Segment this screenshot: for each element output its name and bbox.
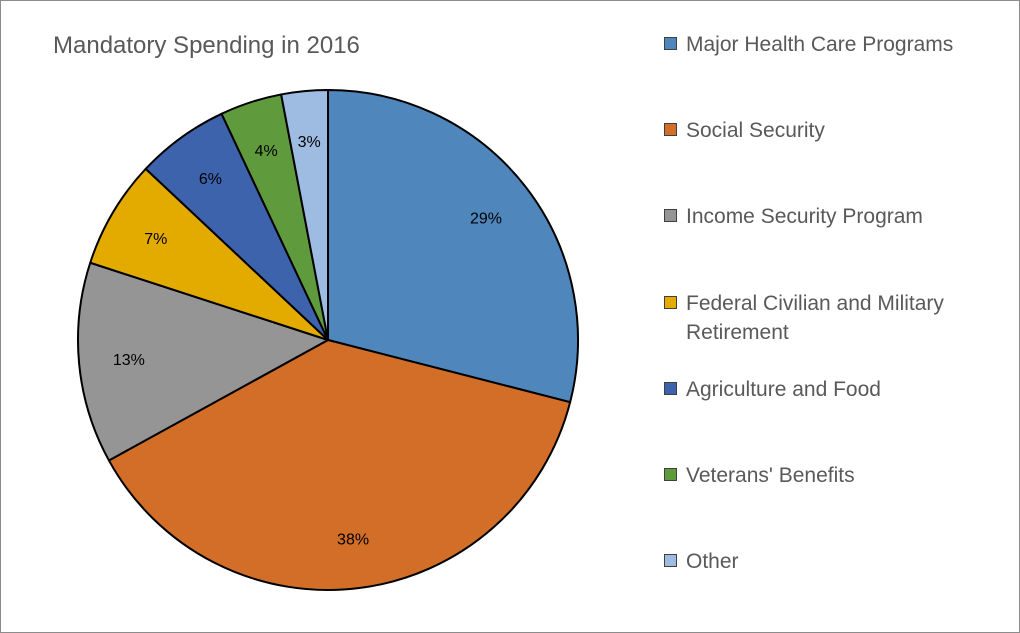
legend-label: Federal Civilian and Military Retirement	[686, 292, 944, 344]
legend-swatch	[664, 209, 677, 222]
slice-data-label: 38%	[337, 531, 369, 548]
slice-data-label: 3%	[298, 134, 321, 151]
legend-item: Federal Civilian and Military Retirement	[664, 289, 1004, 347]
pie-slice-0	[327, 89, 579, 404]
legend-label: Other	[686, 550, 739, 573]
pie-slice-3	[89, 167, 329, 341]
pie-slice-1	[107, 339, 572, 591]
legend-label: Agriculture and Food	[686, 378, 881, 401]
legend-item: Agriculture and Food	[664, 375, 1004, 404]
legend-item: Social Security	[664, 116, 1004, 145]
legend-item: Veterans' Benefits	[664, 461, 1004, 490]
chart-legend: Major Health Care Programs Social Securit…	[664, 1, 1014, 632]
legend-swatch	[664, 37, 677, 50]
slice-data-label: 7%	[144, 231, 167, 248]
legend-swatch	[664, 468, 677, 481]
legend-swatch	[664, 296, 677, 309]
pie-slice-2	[77, 261, 329, 462]
chart-title: Mandatory Spending in 2016	[53, 32, 360, 59]
legend-label: Income Security Program	[686, 205, 923, 228]
slice-data-label: 6%	[199, 171, 222, 188]
legend-swatch	[664, 554, 677, 567]
legend-item: Income Security Program	[664, 202, 1004, 231]
slice-data-label: 29%	[470, 210, 502, 227]
legend-swatch	[664, 123, 677, 136]
legend-item: Other	[664, 547, 1004, 576]
legend-label: Social Security	[686, 119, 825, 142]
legend-item: Major Health Care Programs	[664, 30, 1004, 59]
slice-data-label: 4%	[255, 143, 278, 160]
legend-swatch	[664, 382, 677, 395]
pie-chart: 29% 38% 13% 7% 6% 4% 3%	[77, 89, 579, 591]
slice-data-label: 13%	[113, 352, 145, 369]
pie-slice-6	[280, 89, 329, 341]
legend-label: Major Health Care Programs	[686, 33, 954, 56]
legend-label: Veterans' Benefits	[686, 464, 855, 487]
